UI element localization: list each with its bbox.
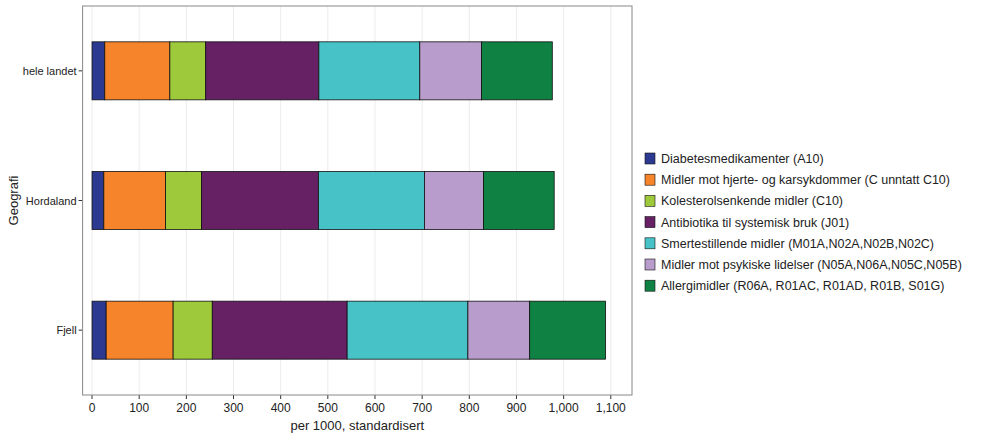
grid-line (610, 6, 611, 395)
bar-segment (170, 42, 206, 100)
tick-mark (516, 395, 517, 399)
bar-segment (483, 172, 554, 230)
tick-mark (610, 395, 611, 399)
tick-mark (374, 395, 375, 399)
legend-swatch (645, 195, 655, 206)
tick-label: 900 (506, 401, 526, 415)
tick-label: 600 (365, 401, 385, 415)
legend-swatch (645, 153, 655, 164)
tick-mark (79, 330, 83, 331)
bar-segment (201, 172, 318, 230)
tick-mark (92, 395, 93, 399)
bar-segment (92, 172, 104, 230)
bar-segment (104, 172, 166, 230)
legend-label: Antibiotika til systemisk bruk (J01) (661, 216, 849, 230)
bar-segment (173, 301, 212, 359)
bars (92, 42, 606, 359)
tick-mark (469, 395, 470, 399)
legend-label: Kolesterolsenkende midler (C10) (661, 194, 843, 208)
tick-mark (327, 395, 328, 399)
tick-label: 0 (89, 401, 96, 415)
tick-mark (422, 395, 423, 399)
bar-segment (206, 42, 319, 100)
legend-swatch (645, 280, 655, 291)
bar-segment (106, 301, 173, 359)
bar-segment (319, 42, 420, 100)
category-label: Fjell (56, 324, 76, 336)
bar-segment (530, 301, 606, 359)
bar-segment (347, 301, 468, 359)
bar-segment (420, 42, 482, 100)
category-label: Hordaland (26, 195, 77, 207)
tick-mark (79, 70, 83, 71)
legend-label: Allergimidler (R06A, R01AC, R01AD, R01B,… (661, 279, 944, 293)
tick-label: 700 (412, 401, 432, 415)
bar-segment (425, 172, 484, 230)
tick-mark (139, 395, 140, 399)
legend-swatch (645, 174, 655, 185)
legend-swatch (645, 238, 655, 249)
legend-label: Diabetesmedikamenter (A10) (661, 152, 824, 166)
tick-label: 400 (271, 401, 291, 415)
legend-label: Midler mot psykiske lidelser (N05A,N06A,… (661, 258, 962, 272)
tick-label: 1,100 (596, 401, 626, 415)
chart: 0 100 200 300 400 500 600 700 800 900 1,000 1,100 he… (0, 0, 983, 436)
y-axis-title: Geografi (6, 175, 21, 225)
legend-swatch (645, 217, 655, 228)
bar-segment (318, 172, 424, 230)
bar-segment (212, 301, 347, 359)
tick-mark (186, 395, 187, 399)
tick-label: 100 (129, 401, 149, 415)
tick-label: 300 (223, 401, 243, 415)
legend: Diabetesmedikamenter (A10) Midler mot hje… (645, 152, 962, 293)
bar-segment (92, 301, 106, 359)
category-label: hele landet (23, 65, 77, 77)
legend-label: Midler mot hjerte- og karsykdommer (C un… (661, 173, 950, 187)
plot-frame (83, 6, 632, 395)
plot-background (83, 6, 632, 395)
tick-mark (233, 395, 234, 399)
bar-segment (468, 301, 530, 359)
tick-mark (79, 200, 83, 201)
tick-label: 500 (318, 401, 338, 415)
tick-label: 200 (176, 401, 196, 415)
bar-segment (166, 172, 202, 230)
bar-segment (482, 42, 553, 100)
legend-swatch (645, 259, 655, 270)
bar-segment (92, 42, 105, 100)
tick-mark (280, 395, 281, 399)
tick-label: 800 (459, 401, 479, 415)
tick-label: 1,000 (549, 401, 579, 415)
legend-label: Smertestillende midler (M01A,N02A,N02B,N… (661, 237, 934, 251)
bar-segment (105, 42, 170, 100)
tick-mark (563, 395, 564, 399)
x-axis-title: per 1000, standardisert (290, 418, 424, 433)
